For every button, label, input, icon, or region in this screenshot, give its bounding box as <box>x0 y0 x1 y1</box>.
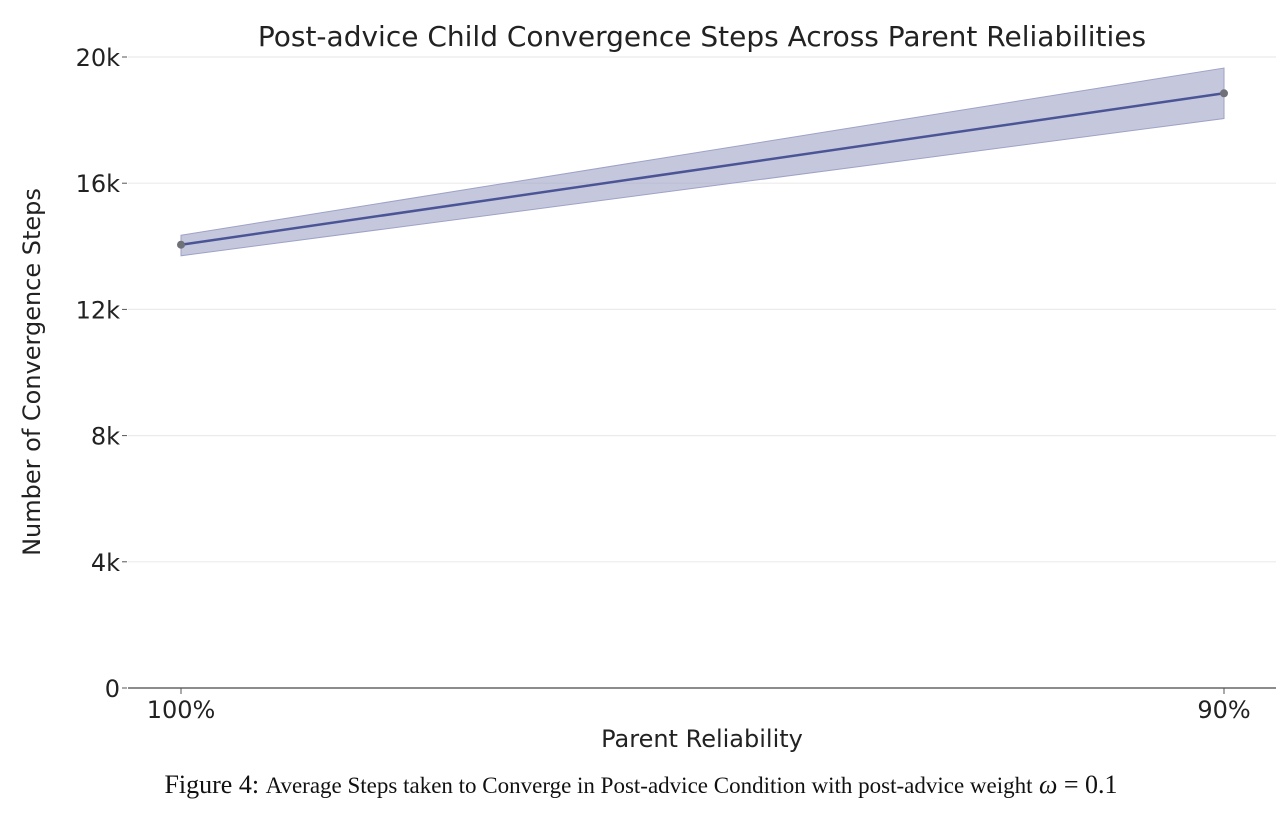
data-point-0 <box>177 240 185 249</box>
x-tick-label-1: 90% <box>1197 696 1250 724</box>
x-axis: 100% 90% <box>128 687 1276 724</box>
y-axis: 0 4k 8k 12k 16k 20k <box>76 44 127 703</box>
caption-text: Average Steps taken to Converge in Post-… <box>265 773 1033 798</box>
series-line-group <box>180 92 1225 246</box>
chart-canvas: Post-advice Child Convergence Steps Acro… <box>18 20 1276 753</box>
caption-label: Figure 4: <box>164 770 260 799</box>
x-axis-label: Parent Reliability <box>601 725 803 753</box>
data-points <box>177 89 1228 249</box>
y-tick-label-1: 4k <box>91 549 120 577</box>
caption-math-rest: = 0.1 <box>1057 770 1118 799</box>
grid-lines <box>128 56 1276 563</box>
y-tick-label-5: 20k <box>76 44 121 72</box>
chart-title: Post-advice Child Convergence Steps Acro… <box>258 20 1146 53</box>
y-axis-label: Number of Convergence Steps <box>18 188 46 556</box>
figure-caption: Figure 4: Average Steps taken to Converg… <box>0 770 1282 800</box>
y-tick-label-0: 0 <box>105 675 120 703</box>
x-tick-label-0: 100% <box>147 696 216 724</box>
y-tick-label-3: 12k <box>76 296 121 324</box>
confidence-band <box>180 67 1225 257</box>
series-line-0 <box>180 92 1225 246</box>
confidence-band-0 <box>180 67 1225 257</box>
y-tick-label-2: 8k <box>91 423 120 451</box>
y-tick-label-4: 16k <box>76 170 121 198</box>
caption-math-symbol: ω <box>1039 770 1058 799</box>
data-point-1 <box>1220 89 1228 98</box>
